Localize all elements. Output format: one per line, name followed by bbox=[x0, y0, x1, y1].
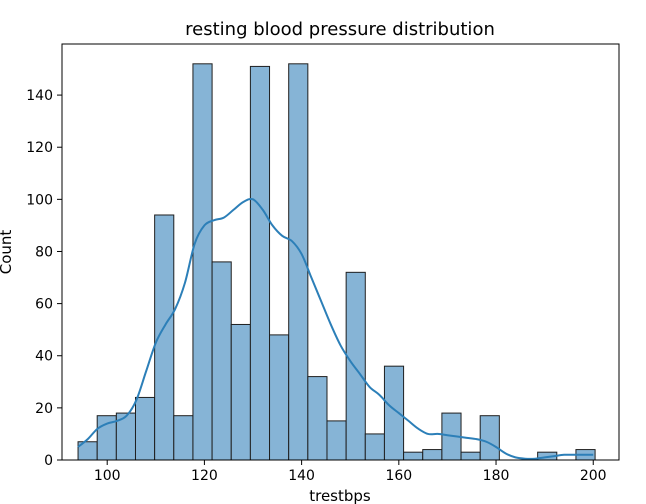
histogram-bar bbox=[383, 365, 405, 461]
histogram-bar bbox=[403, 451, 424, 461]
x-tick-label: 100 bbox=[94, 468, 121, 484]
histogram-bars bbox=[77, 63, 596, 461]
y-axis-ticks: 0 20 40 60 80 100 120 140 bbox=[26, 88, 62, 469]
x-tick-label: 140 bbox=[288, 468, 315, 484]
histogram-bar bbox=[345, 271, 366, 461]
histogram-bar bbox=[326, 420, 347, 461]
histogram-bar bbox=[460, 451, 481, 461]
y-tick-label: 100 bbox=[26, 192, 53, 208]
y-tick-label: 20 bbox=[35, 401, 53, 417]
y-tick-label: 60 bbox=[35, 297, 53, 313]
histogram-bar bbox=[192, 63, 213, 461]
y-tick-label: 80 bbox=[35, 244, 53, 260]
histogram-bar bbox=[211, 261, 232, 461]
x-tick-label: 200 bbox=[580, 468, 607, 484]
histogram-bar bbox=[422, 449, 443, 461]
x-tick-label: 120 bbox=[191, 468, 218, 484]
histogram-bar bbox=[479, 415, 500, 461]
plot-frame bbox=[61, 43, 620, 461]
x-tick-label: 180 bbox=[483, 468, 510, 484]
histogram-bar bbox=[364, 433, 385, 461]
y-tick-label: 0 bbox=[44, 453, 53, 469]
chart-title: resting blood pressure distribution bbox=[185, 19, 495, 40]
histogram-bar bbox=[269, 334, 290, 461]
histogram-bar bbox=[249, 65, 271, 461]
x-axis-label: trestbps bbox=[309, 487, 371, 504]
y-axis-label: Count bbox=[0, 230, 15, 275]
kde-curve bbox=[77, 197, 594, 460]
x-axis-ticks: 100 120 140 160 180 200 bbox=[94, 460, 607, 484]
y-tick-label: 40 bbox=[35, 349, 53, 365]
histogram-bar bbox=[307, 376, 328, 461]
histogram-bar bbox=[230, 323, 251, 461]
x-tick-label: 160 bbox=[385, 468, 412, 484]
histogram-bar bbox=[134, 396, 156, 461]
y-tick-label: 120 bbox=[26, 140, 53, 156]
histogram-bar bbox=[173, 415, 194, 461]
y-tick-label: 140 bbox=[26, 88, 53, 104]
